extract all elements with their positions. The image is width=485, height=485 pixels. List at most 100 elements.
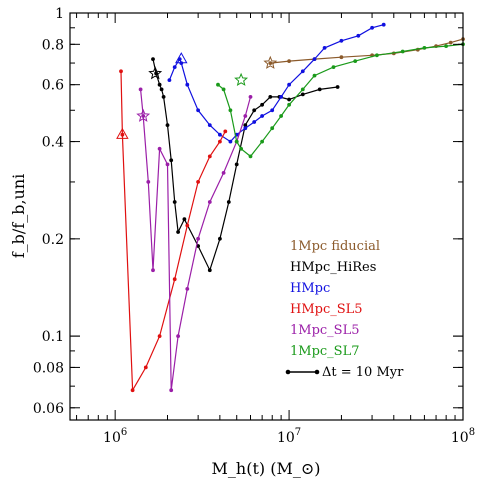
data-point — [196, 108, 201, 113]
triangle-marker — [175, 52, 188, 64]
data-point — [234, 162, 239, 167]
data-point — [196, 180, 201, 184]
y-tick-label: 0.8 — [42, 37, 64, 53]
series-hmpc — [167, 22, 386, 144]
data-point — [370, 25, 374, 30]
data-point — [234, 139, 239, 144]
star-marker — [234, 72, 249, 86]
data-point — [279, 114, 283, 118]
legend-entry-1mpc-sl5: 1Mpc_SL5 — [290, 323, 360, 338]
plot-frame — [69, 12, 464, 421]
data-point — [157, 334, 162, 338]
data-point — [157, 146, 162, 151]
data-point — [185, 82, 190, 87]
data-point — [260, 139, 264, 144]
legend: 1Mpc fiducial HMpc_HiRes HMpc HMpc_SL5 1Mpc_… — [285, 239, 404, 380]
data-point — [287, 102, 291, 107]
data-point — [270, 108, 275, 113]
data-point — [243, 123, 248, 127]
star-marker — [263, 55, 278, 69]
data-point — [356, 33, 361, 38]
data-point — [207, 268, 212, 273]
y-tick-label: 0.6 — [42, 78, 64, 94]
data-point — [287, 82, 291, 87]
data-point — [165, 123, 170, 127]
data-point — [448, 40, 453, 45]
data-point — [375, 53, 379, 58]
data-point — [161, 95, 166, 99]
dt-scale-endpoint — [314, 369, 320, 375]
y-axis-label: f_b/f_b,uni — [9, 174, 28, 259]
data-point — [260, 102, 264, 107]
series-hmpc-sl5 — [116, 69, 228, 393]
data-point — [216, 82, 220, 87]
data-point — [172, 200, 177, 204]
data-point — [243, 114, 248, 118]
data-point — [248, 154, 253, 159]
data-point — [182, 217, 187, 222]
data-point — [138, 87, 143, 92]
data-point — [169, 388, 174, 393]
data-point — [165, 162, 170, 167]
data-point — [130, 388, 135, 393]
dt-scale-endpoint — [285, 369, 291, 375]
series-1mpc-sl7 — [216, 42, 465, 159]
data-point — [312, 73, 317, 78]
y-tick-label: 0.1 — [42, 329, 64, 345]
data-point — [207, 123, 212, 127]
legend-entry-1mpc-fiducial: 1Mpc fiducial — [290, 239, 380, 254]
data-point — [400, 49, 405, 54]
data-point — [172, 65, 177, 69]
legend-entry-hmpc-hires: HMpc_HiRes — [290, 260, 376, 275]
data-point — [287, 97, 291, 102]
triangle-marker — [116, 127, 129, 139]
data-point — [331, 65, 336, 69]
data-point — [221, 87, 226, 92]
data-point — [268, 61, 273, 65]
data-point — [151, 268, 155, 273]
data-point — [422, 46, 427, 50]
data-point — [270, 126, 275, 131]
data-point — [223, 129, 228, 134]
y-tick-label: 0.06 — [33, 401, 64, 417]
data-point — [279, 95, 283, 99]
data-point — [207, 154, 212, 159]
data-point — [119, 69, 123, 74]
data-point — [317, 87, 322, 92]
data-point — [196, 236, 201, 241]
data-point — [185, 223, 190, 228]
data-point — [300, 87, 305, 92]
data-point — [252, 108, 257, 113]
y-tick-label: 0.2 — [42, 232, 64, 248]
data-point — [143, 365, 148, 370]
data-point — [185, 287, 190, 291]
data-point — [335, 85, 340, 89]
data-point — [169, 158, 174, 163]
data-point — [444, 44, 448, 48]
data-point — [322, 46, 327, 50]
data-point — [353, 59, 358, 63]
data-point — [176, 334, 181, 338]
data-point — [312, 57, 317, 61]
data-point — [218, 139, 222, 144]
data-point — [120, 132, 125, 137]
data-point — [167, 78, 172, 82]
data-point — [151, 57, 155, 61]
data-point — [300, 69, 305, 74]
data-point — [239, 146, 244, 151]
star-marker — [148, 66, 163, 80]
y-tick-label: 0.4 — [42, 135, 64, 151]
data-point — [381, 22, 386, 27]
data-point — [228, 139, 233, 144]
y-tick-label: 0.08 — [33, 360, 64, 376]
data-point — [226, 200, 231, 204]
data-point — [146, 180, 151, 184]
data-point — [339, 38, 344, 43]
legend-entry-hmpc: HMpc — [290, 281, 330, 296]
data-point — [218, 236, 222, 241]
legend-entry-1mpc-sl7: 1Mpc_SL7 — [290, 344, 360, 359]
series-layer — [116, 22, 465, 393]
star-marker — [136, 108, 151, 122]
